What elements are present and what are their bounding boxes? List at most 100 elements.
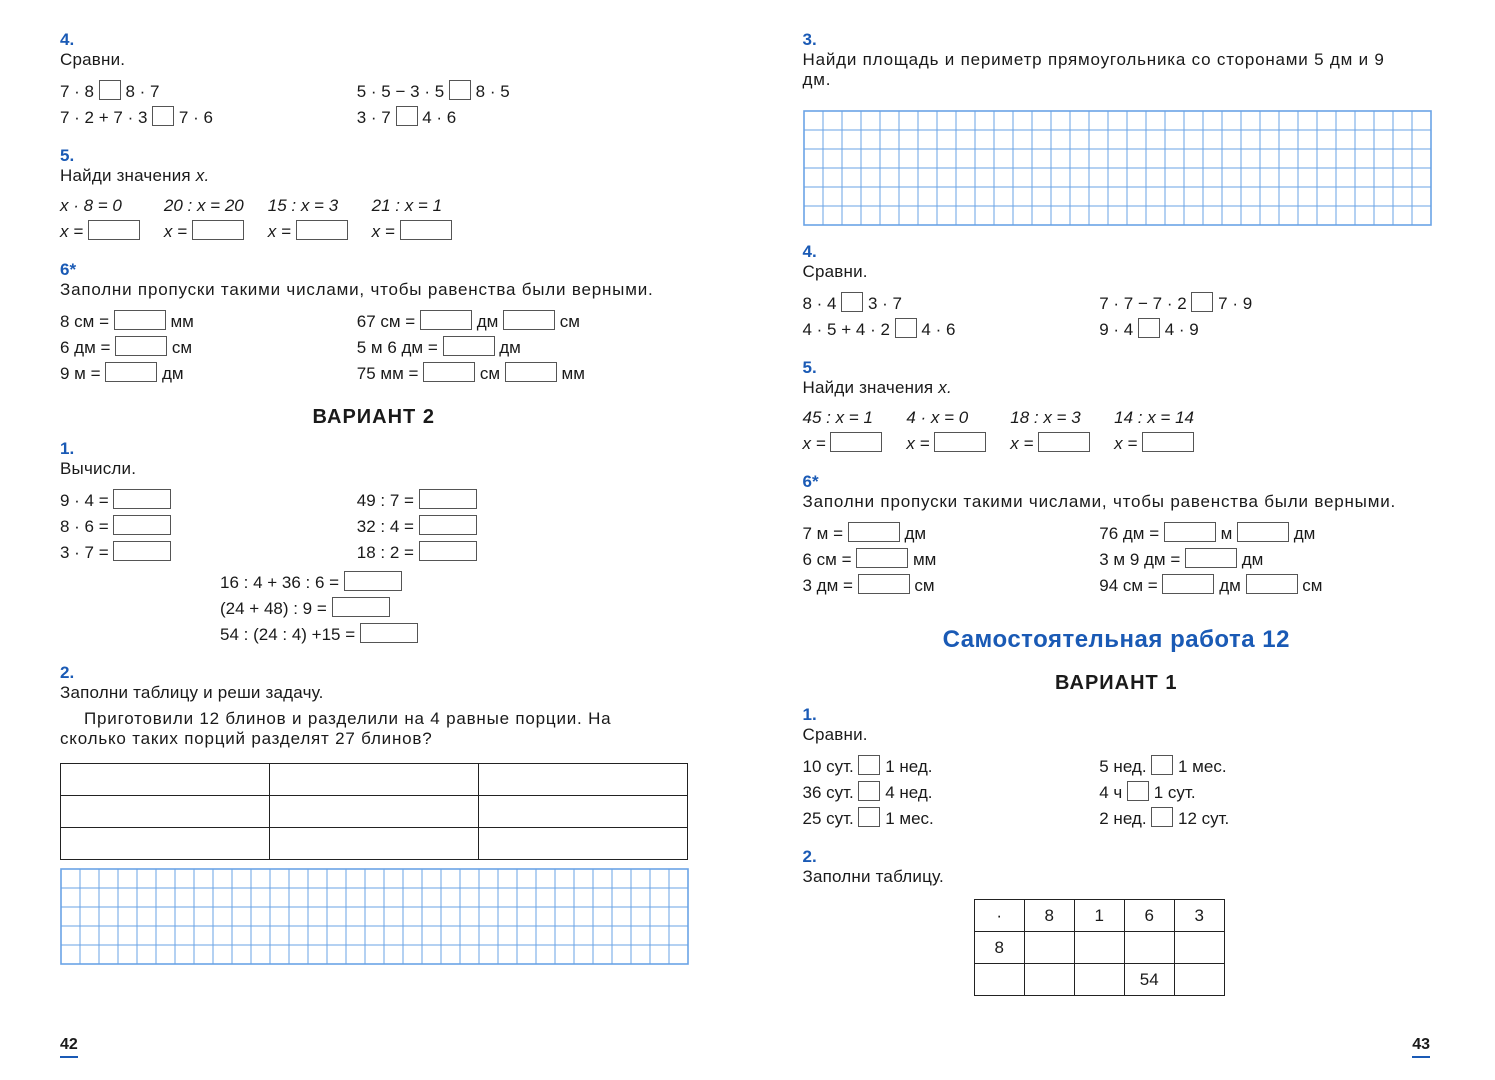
answer-box[interactable]	[848, 522, 900, 542]
work-grid[interactable]	[60, 868, 688, 965]
expr: 3 · 7	[357, 108, 391, 127]
task-5-find-x: 5. Найди значения x. x · 8 = 0x = 20 : x…	[60, 146, 688, 246]
answer-box[interactable]	[105, 362, 157, 382]
expr: 8 см =	[60, 312, 114, 331]
expr: 8 · 6 =	[60, 517, 113, 536]
answer-box[interactable]	[856, 548, 908, 568]
expr: 5 м 6 дм =	[357, 338, 438, 357]
table-cell: 1	[1074, 900, 1124, 932]
x-equals: x =	[906, 434, 934, 453]
answer-box[interactable]	[1185, 548, 1237, 568]
unit: см	[560, 312, 580, 331]
multiplication-table[interactable]: ·8163 8 54	[974, 899, 1225, 996]
answer-box[interactable]	[934, 432, 986, 452]
table-cell[interactable]	[974, 964, 1024, 996]
table-cell: 8	[1024, 900, 1074, 932]
expr: 9 · 4	[1099, 320, 1133, 339]
compare-box[interactable]	[858, 781, 880, 801]
expr: 1 мес.	[885, 809, 934, 828]
answer-box[interactable]	[1237, 522, 1289, 542]
compare-box[interactable]	[396, 106, 418, 126]
table-cell: ·	[974, 900, 1024, 932]
answer-box[interactable]	[830, 432, 882, 452]
compare-box[interactable]	[895, 318, 917, 338]
task-title: Сравни.	[803, 262, 1397, 282]
answer-box[interactable]	[419, 489, 477, 509]
task-title: Заполни таблицу.	[803, 867, 1397, 887]
table-cell[interactable]	[1074, 932, 1124, 964]
compare-box[interactable]	[1191, 292, 1213, 312]
expr: 7 · 6	[179, 108, 213, 127]
expr: 4 нед.	[885, 783, 932, 802]
equation: 14 : x = 14	[1114, 408, 1194, 427]
answer-box[interactable]	[1038, 432, 1090, 452]
x-equals: x =	[164, 222, 192, 241]
table-cell[interactable]	[1174, 932, 1224, 964]
answer-box[interactable]	[1164, 522, 1216, 542]
answer-box[interactable]	[113, 515, 171, 535]
unit: м	[1221, 524, 1233, 543]
table-cell[interactable]	[1024, 964, 1074, 996]
unit: см	[1302, 576, 1322, 595]
table-cell: 8	[974, 932, 1024, 964]
answer-box[interactable]	[1246, 574, 1298, 594]
answer-box[interactable]	[360, 623, 418, 643]
compare-box[interactable]	[1138, 318, 1160, 338]
table-cell[interactable]	[1074, 964, 1124, 996]
answer-box[interactable]	[296, 220, 348, 240]
table-cell[interactable]	[1024, 932, 1074, 964]
expr: 4 · 6	[921, 320, 955, 339]
answer-box[interactable]	[419, 515, 477, 535]
compare-box[interactable]	[99, 80, 121, 100]
expr: 8 · 7	[126, 82, 160, 101]
task-num: 6	[60, 260, 90, 280]
task-title: Заполни пропуски такими числами, чтобы р…	[60, 280, 654, 300]
answer-box[interactable]	[332, 597, 390, 617]
answer-box[interactable]	[503, 310, 555, 330]
answer-box[interactable]	[400, 220, 452, 240]
compare-box[interactable]	[152, 106, 174, 126]
table-cell: 54	[1124, 964, 1174, 996]
table-cell: 6	[1124, 900, 1174, 932]
answer-box[interactable]	[88, 220, 140, 240]
answer-box[interactable]	[505, 362, 557, 382]
answer-box[interactable]	[443, 336, 495, 356]
compare-box[interactable]	[1127, 781, 1149, 801]
table-cell[interactable]	[1174, 964, 1224, 996]
answer-box[interactable]	[423, 362, 475, 382]
task-6-fill-blanks: 6 Заполни пропуски такими числами, чтобы…	[803, 472, 1431, 600]
expr: 9 м =	[60, 364, 105, 383]
answer-box[interactable]	[113, 541, 171, 561]
compare-box[interactable]	[858, 755, 880, 775]
answer-box[interactable]	[1162, 574, 1214, 594]
work-grid[interactable]	[803, 110, 1431, 226]
x-equals: x =	[1010, 434, 1038, 453]
compare-box[interactable]	[858, 807, 880, 827]
answer-box[interactable]	[420, 310, 472, 330]
expr: 3 дм =	[803, 576, 858, 595]
table-cell[interactable]	[1124, 932, 1174, 964]
answer-box[interactable]	[114, 310, 166, 330]
task-num: 6	[803, 472, 833, 492]
compare-box[interactable]	[1151, 807, 1173, 827]
answer-box[interactable]	[115, 336, 167, 356]
answer-box[interactable]	[858, 574, 910, 594]
expr: 8 · 4	[803, 294, 837, 313]
expr: 3 · 7	[868, 294, 902, 313]
answer-box[interactable]	[1142, 432, 1194, 452]
answer-box[interactable]	[419, 541, 477, 561]
compare-box[interactable]	[1151, 755, 1173, 775]
answer-table[interactable]	[60, 763, 688, 860]
answer-box[interactable]	[192, 220, 244, 240]
compare-box[interactable]	[841, 292, 863, 312]
expr: 12 сут.	[1178, 809, 1229, 828]
compare-box[interactable]	[449, 80, 471, 100]
unit: дм	[1219, 576, 1241, 595]
task-num: 5.	[60, 146, 90, 166]
expr: 18 : 2 =	[357, 543, 419, 562]
unit: см	[172, 338, 192, 357]
answer-box[interactable]	[113, 489, 171, 509]
answer-box[interactable]	[344, 571, 402, 591]
task-3-perimeter: 3. Найди площадь и периметр прямоугольни…	[803, 30, 1431, 96]
task-4-compare: 4. Сравни. 7 · 8 8 · 7 7 · 2 + 7 · 3 7 ·	[60, 30, 688, 132]
